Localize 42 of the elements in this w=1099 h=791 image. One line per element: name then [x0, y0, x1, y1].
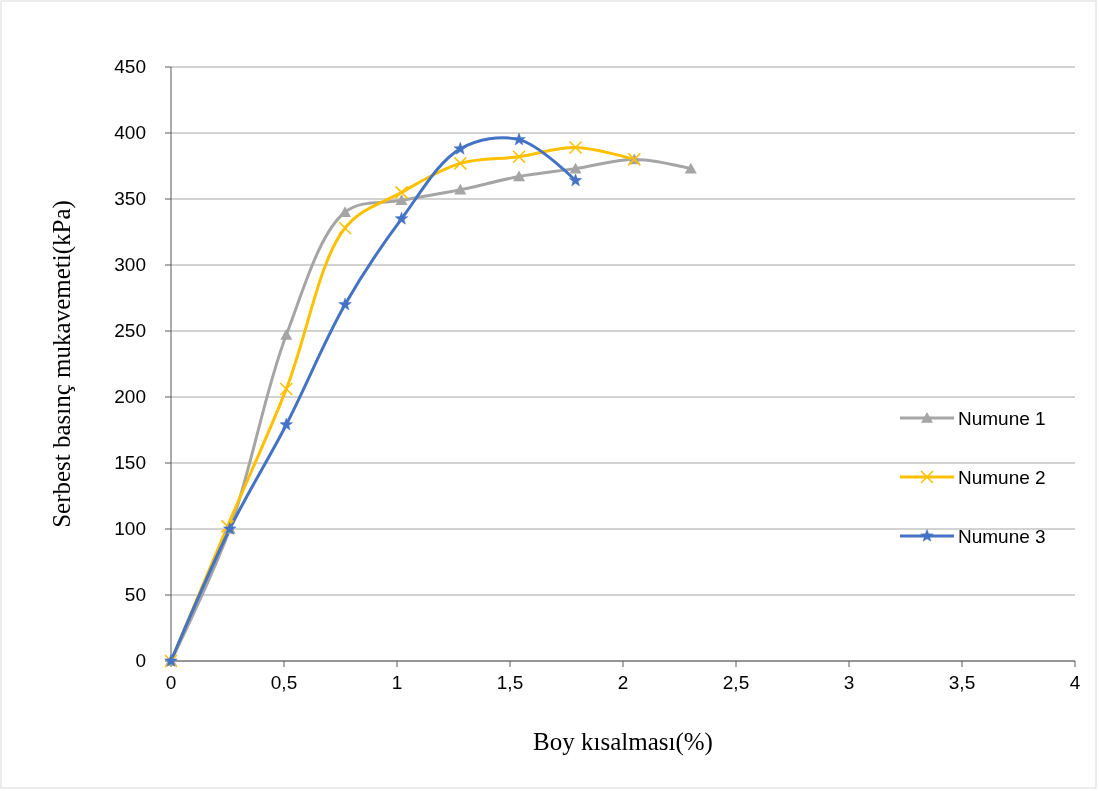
x-tick-label: 2	[617, 672, 629, 693]
x-tick-label: 0	[165, 672, 177, 693]
point	[512, 150, 526, 164]
y-tick-label: 200	[114, 386, 146, 407]
x-tick-label: 1,5	[496, 672, 524, 693]
y-tick-label: 300	[114, 254, 146, 275]
point	[395, 194, 408, 206]
y-tick-label: 350	[114, 188, 146, 209]
point	[279, 417, 293, 431]
x-tick-label: 3	[843, 672, 855, 693]
y-tick-label: 0	[135, 650, 146, 671]
legend-label: Numune 1	[958, 408, 1046, 429]
legend-label: Numune 3	[958, 526, 1046, 547]
y-tick-label: 100	[114, 518, 146, 539]
y-tick-label: 250	[114, 320, 146, 341]
point	[453, 156, 468, 171]
point	[394, 185, 409, 200]
point	[454, 183, 467, 195]
point	[569, 162, 582, 174]
point	[684, 162, 697, 174]
point	[569, 173, 583, 187]
x-tick-label: 4	[1069, 672, 1081, 693]
y-tick-label: 450	[114, 56, 146, 77]
point	[453, 141, 467, 155]
point	[279, 382, 294, 396]
y-tick-label: 400	[114, 122, 146, 143]
point	[512, 132, 526, 146]
y-axis-title: Serbest basınç mukavemeti(kPa)	[48, 200, 76, 528]
point	[394, 211, 409, 225]
legend-label: Numune 2	[958, 467, 1046, 488]
y-tick-label: 50	[124, 584, 146, 605]
x-tick-label: 1	[391, 672, 403, 693]
x-tick-label: 3,5	[948, 672, 976, 693]
point	[338, 297, 352, 311]
point	[513, 170, 526, 182]
point	[280, 328, 293, 340]
y-tick-label: 150	[114, 452, 146, 473]
point	[339, 206, 352, 217]
x-tick-label: 0,5	[270, 672, 298, 693]
point	[568, 140, 583, 155]
x-tick-label: 2,5	[722, 672, 750, 693]
x-axis-title: Boy kısalması(%)	[533, 728, 713, 756]
